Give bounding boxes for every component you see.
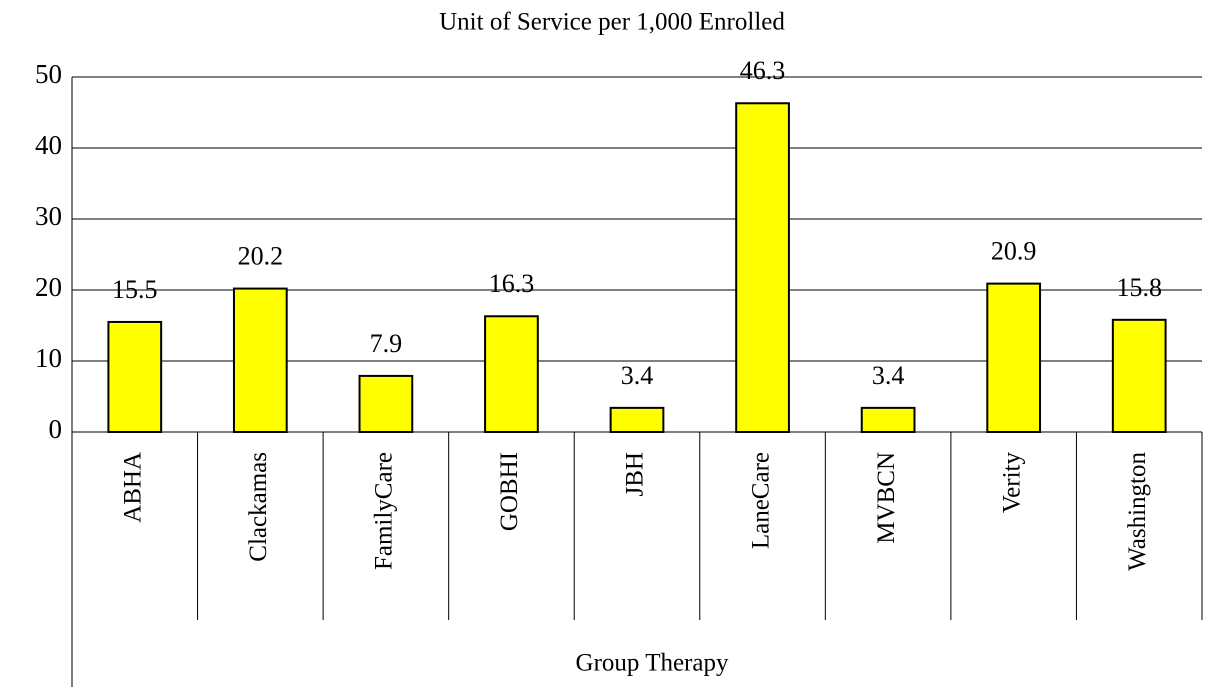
bar — [986, 282, 1042, 433]
x-tick-label: MVBCN — [873, 452, 900, 544]
data-label: 7.9 — [370, 329, 403, 358]
bar — [1111, 318, 1167, 434]
bar — [107, 320, 163, 434]
y-tick-label: 10 — [35, 343, 62, 373]
data-label: 20.9 — [991, 237, 1037, 266]
y-tick-label: 50 — [35, 59, 62, 89]
x-tick-label: Clackamas — [245, 452, 272, 562]
data-label: 20.2 — [238, 242, 284, 271]
data-label: 46.3 — [740, 56, 786, 85]
bar — [232, 287, 288, 433]
bar — [609, 406, 665, 433]
chart-title: Unit of Service per 1,000 Enrolled — [439, 9, 785, 36]
y-tick-label: 40 — [35, 130, 62, 160]
y-tick-label: 30 — [35, 201, 62, 231]
x-tick-label: JBH — [622, 452, 649, 496]
data-label: 3.4 — [872, 361, 905, 390]
x-tick-label: LaneCare — [747, 452, 774, 549]
data-label: 16.3 — [489, 269, 535, 298]
x-tick-label: Verity — [998, 452, 1025, 514]
data-label: 15.8 — [1116, 273, 1162, 302]
y-tick-label: 20 — [35, 272, 62, 302]
data-label: 3.4 — [621, 361, 654, 390]
x-tick-label: GOBHI — [496, 452, 523, 531]
bar — [860, 406, 916, 433]
x-group-label: Group Therapy — [576, 650, 729, 677]
y-tick-label: 0 — [49, 414, 63, 444]
bar — [484, 315, 539, 433]
x-tick-label: ABHA — [120, 452, 147, 523]
x-tick-label: Washington — [1124, 452, 1151, 571]
bar — [358, 374, 414, 434]
x-tick-label: FamilyCare — [371, 452, 398, 570]
data-label: 15.5 — [112, 275, 158, 304]
bar — [735, 102, 790, 434]
